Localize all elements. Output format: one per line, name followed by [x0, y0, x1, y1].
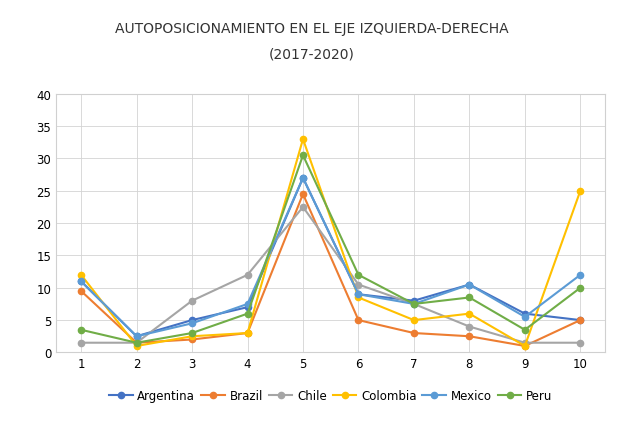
Colombia [77, 273, 85, 278]
Peru [188, 331, 196, 336]
Chile [133, 341, 140, 346]
Argentina [521, 311, 529, 316]
Peru [244, 311, 251, 316]
Mexico [77, 279, 85, 284]
Brazil [410, 331, 417, 336]
Brazil [577, 318, 584, 323]
Colombia [466, 311, 473, 316]
Colombia [244, 331, 251, 336]
Brazil [133, 341, 140, 346]
Line: Colombia: Colombia [78, 137, 583, 349]
Line: Mexico: Mexico [78, 175, 583, 340]
Mexico [354, 292, 362, 297]
Mexico [300, 176, 307, 181]
Chile [410, 302, 417, 307]
Argentina [300, 176, 307, 181]
Argentina [466, 282, 473, 287]
Colombia [133, 344, 140, 349]
Peru [577, 286, 584, 291]
Legend: Argentina, Brazil, Chile, Colombia, Mexico, Peru: Argentina, Brazil, Chile, Colombia, Mexi… [104, 384, 557, 407]
Brazil [244, 331, 251, 336]
Brazil [300, 192, 307, 197]
Brazil [466, 334, 473, 339]
Argentina [410, 298, 417, 304]
Argentina [77, 279, 85, 284]
Peru [300, 153, 307, 158]
Mexico [466, 282, 473, 287]
Colombia [300, 137, 307, 142]
Brazil [77, 289, 85, 294]
Line: Peru: Peru [78, 153, 583, 346]
Chile [77, 341, 85, 346]
Argentina [244, 305, 251, 310]
Chile [521, 341, 529, 346]
Chile [244, 273, 251, 278]
Line: Argentina: Argentina [78, 175, 583, 340]
Chile [354, 282, 362, 287]
Line: Chile: Chile [78, 204, 583, 346]
Colombia [188, 334, 196, 339]
Chile [188, 298, 196, 304]
Argentina [577, 318, 584, 323]
Colombia [577, 189, 584, 194]
Brazil [354, 318, 362, 323]
Mexico [244, 302, 251, 307]
Mexico [188, 321, 196, 326]
Chile [577, 341, 584, 346]
Peru [133, 341, 140, 346]
Peru [410, 302, 417, 307]
Colombia [354, 295, 362, 300]
Line: Brazil: Brazil [78, 191, 583, 349]
Mexico [577, 273, 584, 278]
Text: (2017-2020): (2017-2020) [269, 47, 355, 61]
Brazil [521, 344, 529, 349]
Peru [77, 328, 85, 333]
Mexico [521, 315, 529, 320]
Argentina [354, 292, 362, 297]
Colombia [410, 318, 417, 323]
Peru [354, 273, 362, 278]
Argentina [188, 318, 196, 323]
Peru [466, 295, 473, 300]
Peru [521, 328, 529, 333]
Text: AUTOPOSICIONAMIENTO EN EL EJE IZQUIERDA-DERECHA: AUTOPOSICIONAMIENTO EN EL EJE IZQUIERDA-… [115, 22, 509, 35]
Colombia [521, 344, 529, 349]
Brazil [188, 337, 196, 342]
Argentina [133, 334, 140, 339]
Mexico [410, 302, 417, 307]
Chile [466, 324, 473, 329]
Mexico [133, 334, 140, 339]
Chile [300, 205, 307, 210]
